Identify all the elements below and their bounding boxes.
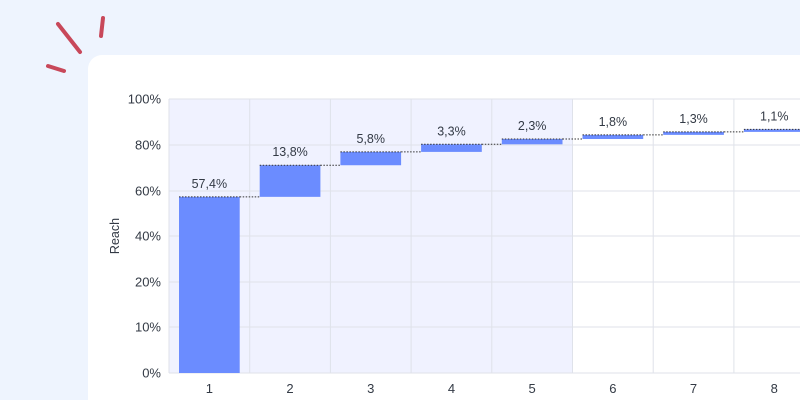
- data-label: 1,8%: [599, 115, 628, 129]
- waterfall-bar: [582, 134, 644, 140]
- waterfall-bar: [501, 139, 563, 145]
- data-label: 2,3%: [518, 119, 547, 133]
- waterfall-bar: [259, 165, 321, 197]
- y-tick-label: 40%: [135, 229, 161, 244]
- data-label: 1,3%: [679, 112, 708, 126]
- waterfall-bar: [743, 129, 800, 132]
- chart-card: 0% 10% 20% 40% 60% 80% 100% Reach 57,4% 1 13,8% 2 5,…: [88, 55, 800, 400]
- y-tick-label: 100%: [128, 92, 162, 107]
- x-tick-label: 1: [206, 381, 213, 396]
- y-axis-title: Reach: [108, 218, 122, 254]
- waterfall-bar: [421, 144, 482, 152]
- data-label: 5,8%: [357, 132, 386, 146]
- data-label: 57,4%: [192, 177, 227, 191]
- data-label: 13,8%: [272, 145, 307, 159]
- x-tick-label: 8: [771, 381, 778, 396]
- waterfall-chart: 0% 10% 20% 40% 60% 80% 100% Reach 57,4% 1 13,8% 2 5,…: [108, 92, 800, 396]
- y-tick-label: 10%: [135, 320, 161, 335]
- x-tick-label: 6: [609, 381, 616, 396]
- data-label: 3,3%: [437, 124, 466, 138]
- x-tick-label: 5: [529, 381, 536, 396]
- waterfall-bar: [663, 131, 724, 135]
- waterfall-bar: [340, 151, 402, 166]
- decorative-spark-icon: [46, 16, 105, 73]
- x-tick-label: 7: [690, 381, 697, 396]
- y-tick-label: 0%: [142, 366, 161, 381]
- x-tick-label: 4: [448, 381, 455, 396]
- y-tick-label: 60%: [135, 184, 161, 199]
- x-tick-label: 3: [367, 381, 374, 396]
- waterfall-bar: [179, 196, 240, 373]
- y-tick-label: 20%: [135, 275, 161, 290]
- data-label: 1,1%: [760, 109, 789, 123]
- x-tick-label: 2: [286, 381, 293, 396]
- y-tick-label: 80%: [135, 138, 161, 153]
